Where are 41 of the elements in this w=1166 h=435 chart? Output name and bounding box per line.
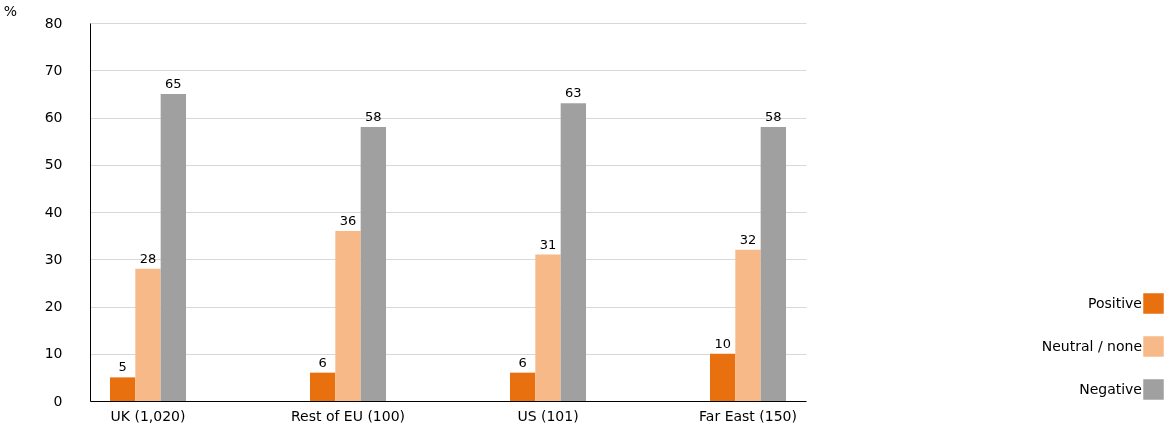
- bar: [360, 126, 386, 401]
- y-tick-label: 10: [44, 345, 63, 362]
- bar: [160, 93, 186, 401]
- data-label: 32: [739, 231, 757, 247]
- bar: [760, 126, 786, 401]
- y-tick-label: 40: [44, 203, 63, 220]
- data-label: 10: [714, 335, 731, 351]
- x-tick-label: US (101): [517, 407, 579, 424]
- data-label: 65: [165, 75, 182, 91]
- data-label: 6: [518, 354, 527, 370]
- bar: [735, 249, 761, 401]
- data-label: 5: [118, 359, 127, 375]
- bar: [310, 372, 336, 401]
- bar: [535, 254, 561, 401]
- bar: [135, 268, 161, 401]
- data-label: 6: [318, 354, 327, 370]
- bar: [710, 353, 736, 401]
- y-tick-label: 70: [44, 61, 63, 78]
- y-tick-label: 60: [44, 109, 63, 125]
- data-label: 31: [539, 236, 557, 252]
- data-label: 58: [365, 108, 382, 124]
- y-tick-label: 50: [44, 156, 63, 173]
- y-tick-label: 80: [44, 14, 63, 31]
- bar: [335, 230, 361, 401]
- data-label: 36: [339, 212, 357, 228]
- bar: [510, 372, 536, 401]
- legend-label: Positive: [1088, 294, 1142, 311]
- y-tick-label: 20: [44, 298, 63, 314]
- x-tick-label: UK (1,020): [110, 407, 186, 424]
- bar: [560, 103, 586, 401]
- data-label: 28: [139, 250, 157, 266]
- y-tick-label: 0: [53, 392, 63, 409]
- bar: [110, 377, 136, 401]
- legend-label: Neutral / none: [1041, 337, 1142, 354]
- legend-label: Negative: [1079, 380, 1142, 397]
- x-tick-label: Far East (150): [699, 407, 797, 424]
- data-label: 63: [565, 85, 582, 101]
- y-tick-label: 30: [44, 250, 63, 267]
- x-tick-label: Rest of EU (100): [290, 407, 406, 424]
- y-axis-title: %: [3, 2, 18, 19]
- data-label: 58: [765, 108, 782, 124]
